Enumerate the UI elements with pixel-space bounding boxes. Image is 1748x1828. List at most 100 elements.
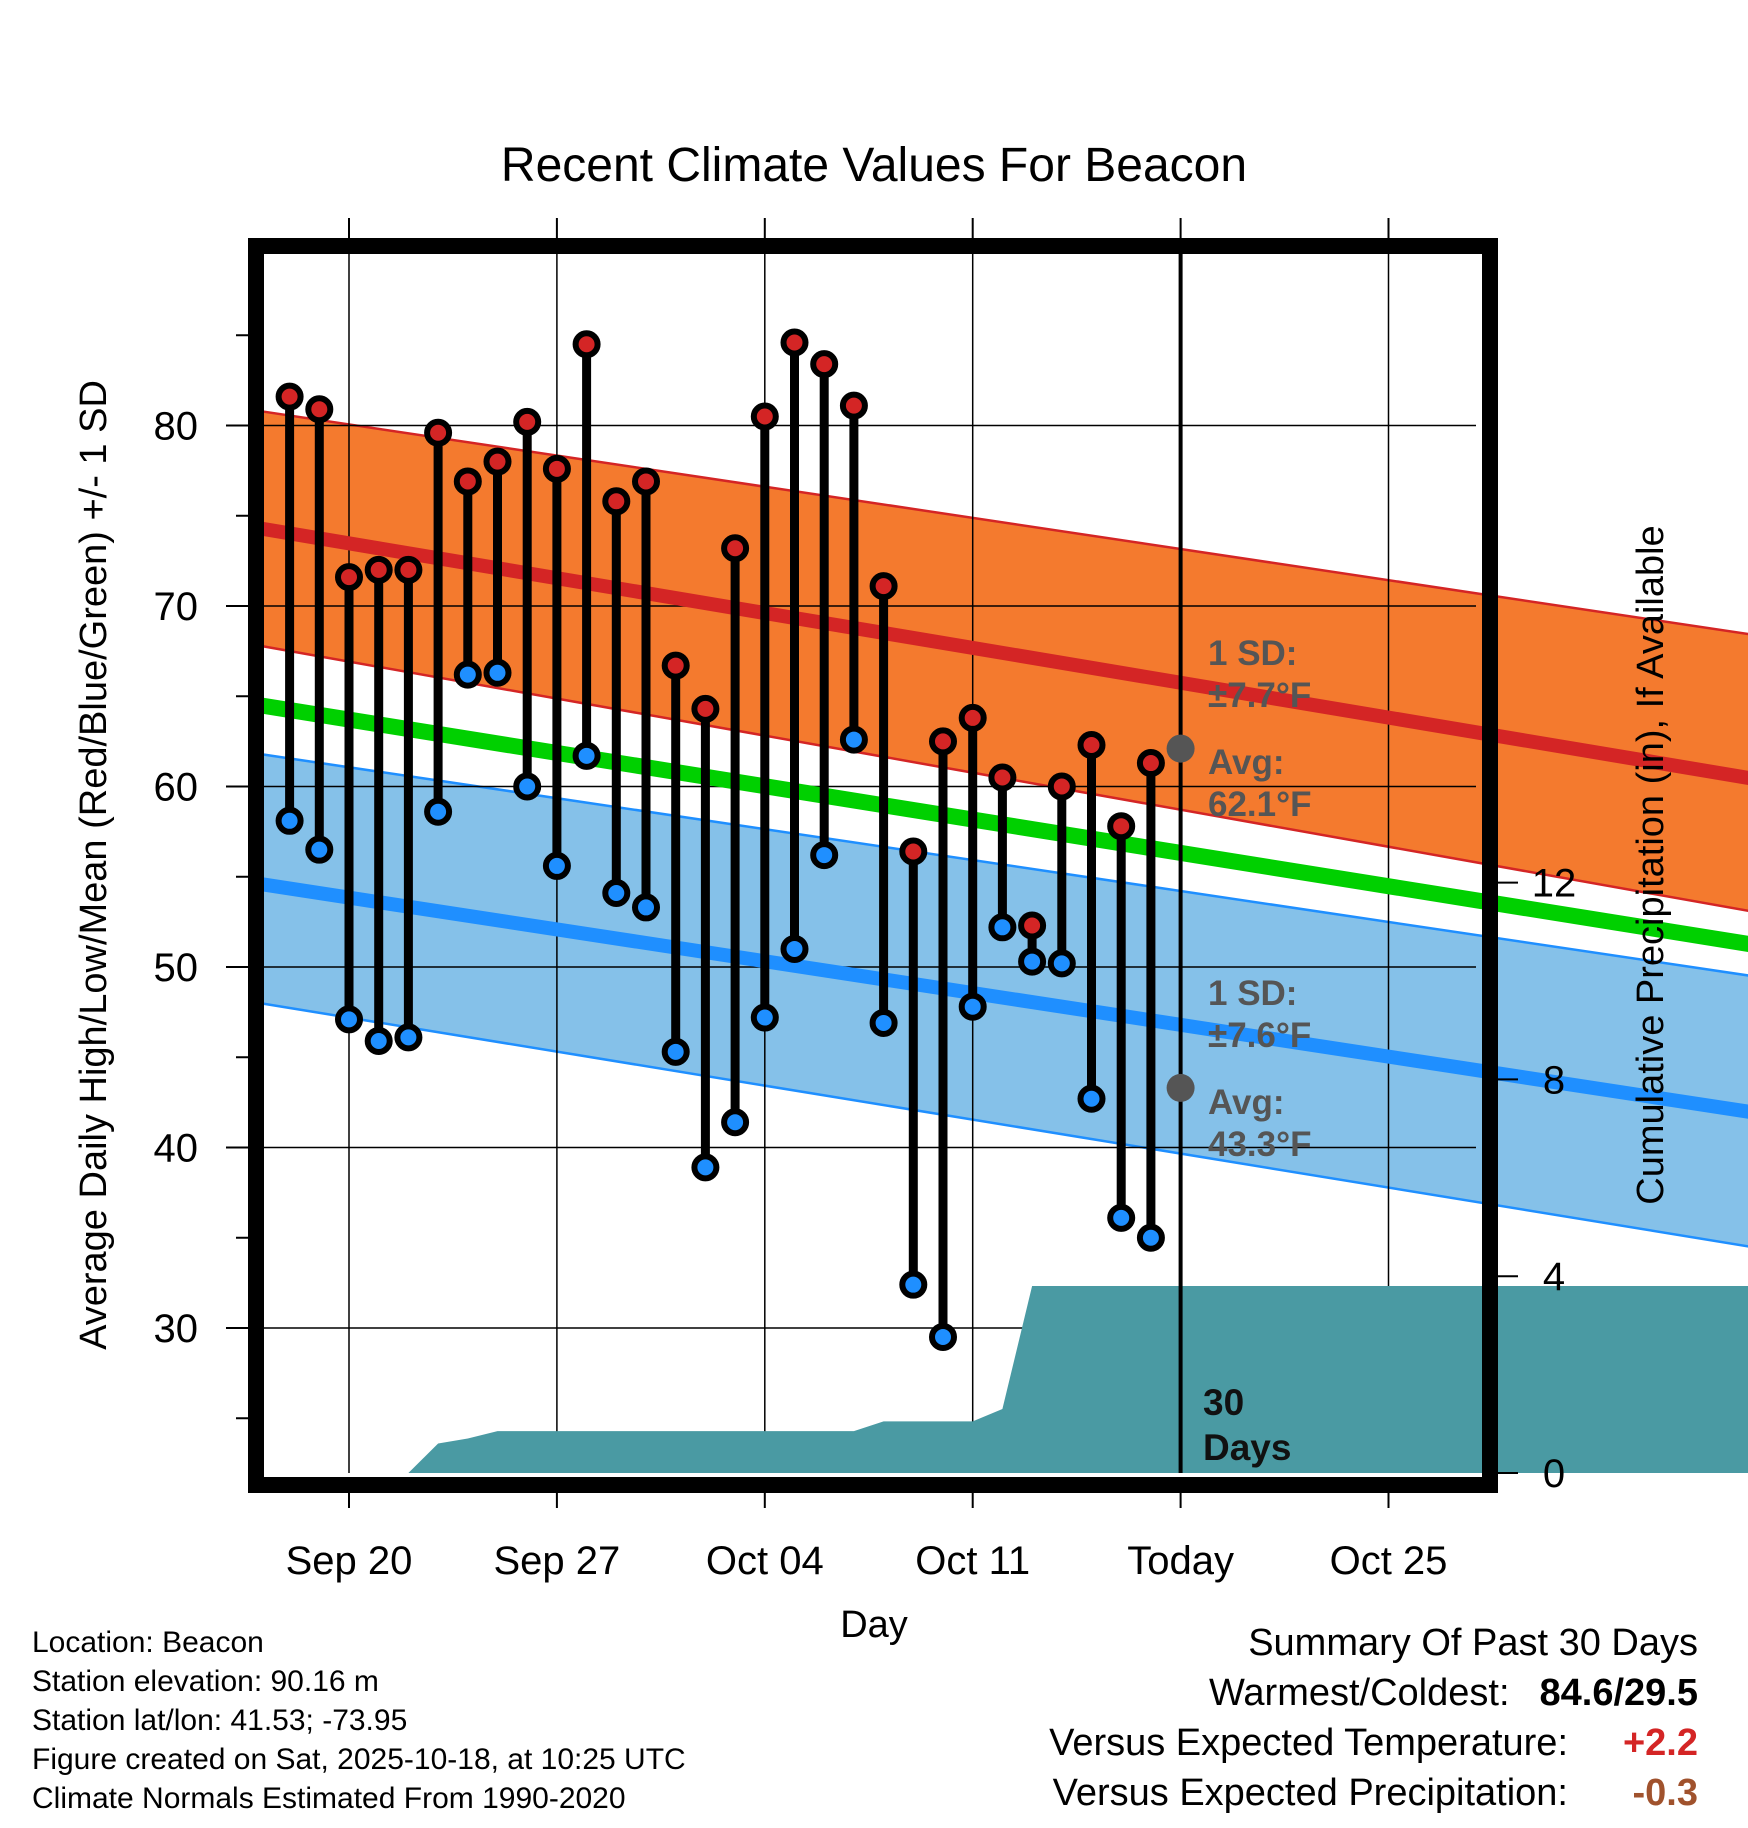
low-temp-point	[483, 658, 512, 687]
y-tick-label: 80	[154, 405, 199, 449]
high-avg-label: Avg:	[1208, 743, 1284, 782]
y-tick-label: 50	[154, 946, 199, 990]
y-tick-label: 30	[154, 1307, 199, 1351]
low-sd-value: ±7.6°F	[1208, 1016, 1311, 1055]
low-temp-point	[721, 1108, 750, 1137]
high-temp-point	[691, 694, 720, 723]
summary-precip-value: -0.3	[1632, 1772, 1698, 1814]
summary-warm-cold-row: Warmest/Coldest: 84.6/29.5	[1049, 1668, 1698, 1718]
today-low-avg-marker	[1166, 1073, 1195, 1102]
summary-panel: Summary Of Past 30 Days Warmest/Coldest:…	[1049, 1618, 1698, 1818]
high-temp-point	[394, 555, 423, 584]
low-temp-point	[1047, 949, 1076, 978]
station-info: Location: Beacon Station elevation: 90.1…	[32, 1623, 686, 1818]
high-temp-point	[839, 391, 868, 420]
y-axis-label: Average Daily High/Low/Mean (Red/Blue/Gr…	[73, 380, 115, 1350]
info-created: Figure created on Sat, 2025-10-18, at 10…	[32, 1743, 686, 1776]
high-temp-point	[988, 763, 1017, 792]
low-temp-point	[988, 913, 1017, 942]
y2-tick-label: 8	[1543, 1058, 1565, 1102]
summary-temp-label: Versus Expected Temperature:	[1049, 1722, 1568, 1764]
high-temp-point	[721, 534, 750, 563]
summary-temp-value: +2.2	[1622, 1722, 1698, 1764]
summary-heading: Summary Of Past 30 Days	[1248, 1622, 1698, 1664]
high-temp-point	[513, 407, 542, 436]
high-temp-point	[602, 487, 631, 516]
high-temp-point	[1077, 730, 1106, 759]
high-temp-point	[1107, 812, 1136, 841]
y2-axis-label: Cumulative Precipitation (in), If Availa…	[1630, 525, 1672, 1204]
x-axis-label: Day	[840, 1604, 908, 1646]
low-temp-point	[335, 1005, 363, 1034]
y2-tick-label: 12	[1532, 862, 1577, 906]
low-temp-point	[869, 1008, 898, 1037]
plot-frame	[248, 238, 1498, 1493]
low-temp-point	[1136, 1223, 1165, 1252]
low-temp-point	[958, 992, 987, 1021]
low-temp-point	[780, 934, 809, 963]
high-avg-value: 62.1°F	[1208, 785, 1312, 824]
high-temp-point	[542, 454, 571, 483]
low-temp-point	[275, 806, 304, 835]
low-temp-point	[453, 660, 482, 689]
x-tick-label: Sep 27	[494, 1539, 621, 1583]
period-number: 30	[1203, 1382, 1244, 1423]
high-temp-point	[899, 837, 928, 866]
high-temp-point	[929, 727, 957, 756]
high-temp-point	[661, 651, 690, 680]
low-temp-point	[839, 725, 868, 754]
x-tick-label: Today	[1127, 1539, 1234, 1583]
y2-tick-label: 0	[1543, 1452, 1565, 1496]
low-temp-point	[632, 893, 660, 922]
high-temp-point	[275, 382, 304, 411]
low-avg-label: Avg:	[1208, 1083, 1284, 1122]
high-temp-point	[1018, 911, 1047, 940]
high-temp-point	[750, 402, 779, 431]
high-temp-point	[364, 555, 393, 584]
high-temp-point	[572, 330, 601, 359]
high-temp-point	[1136, 749, 1165, 778]
y2-tick-label: 4	[1543, 1255, 1565, 1299]
summary-precip-row: Versus Expected Precipitation: -0.3	[1049, 1768, 1698, 1818]
high-temp-point	[1047, 772, 1076, 801]
high-temp-point	[453, 467, 482, 496]
summary-temp-row: Versus Expected Temperature: +2.2	[1049, 1718, 1698, 1768]
summary-precip-label: Versus Expected Precipitation:	[1052, 1772, 1568, 1814]
low-temp-point	[305, 835, 334, 864]
today-high-avg-marker	[1166, 734, 1195, 763]
period-unit: Days	[1203, 1427, 1291, 1468]
low-temp-point	[542, 851, 571, 880]
low-temp-point	[661, 1037, 690, 1066]
high-sd-label: 1 SD:	[1208, 634, 1297, 673]
high-temp-point	[335, 563, 363, 592]
low-temp-point	[1018, 947, 1047, 976]
low-temp-point	[929, 1323, 957, 1352]
high-temp-point	[780, 328, 809, 357]
low-temp-point	[750, 1003, 779, 1032]
precip-area	[259, 1286, 1748, 1473]
low-temp-point	[691, 1153, 720, 1182]
info-elevation: Station elevation: 90.16 m	[32, 1665, 379, 1698]
high-temp-point	[483, 447, 512, 476]
summary-warm-cold-label: Warmest/Coldest:	[1208, 1672, 1510, 1714]
y-tick-label: 60	[154, 766, 199, 810]
high-temp-point	[869, 572, 898, 601]
info-latlon: Station lat/lon: 41.53; -73.95	[32, 1704, 408, 1737]
low-temp-point	[364, 1027, 393, 1056]
x-tick-label: Oct 04	[706, 1539, 824, 1583]
high-sd-value: ±7.7°F	[1208, 676, 1311, 715]
normal-high-band-lower-edge	[259, 644, 1748, 913]
low-temp-point	[810, 841, 839, 870]
low-temp-point	[602, 878, 631, 907]
low-temp-point	[513, 772, 542, 801]
low-temp-point	[424, 797, 453, 826]
x-tick-label: Oct 25	[1330, 1539, 1448, 1583]
normal-high-avg-line	[258, 521, 1748, 785]
y-tick-label: 40	[154, 1127, 199, 1171]
low-avg-value: 43.3°F	[1208, 1125, 1312, 1164]
info-normals: Climate Normals Estimated From 1990-2020	[32, 1782, 626, 1815]
high-temp-point	[632, 467, 660, 496]
low-temp-point	[1107, 1203, 1136, 1232]
high-temp-point	[305, 395, 334, 424]
